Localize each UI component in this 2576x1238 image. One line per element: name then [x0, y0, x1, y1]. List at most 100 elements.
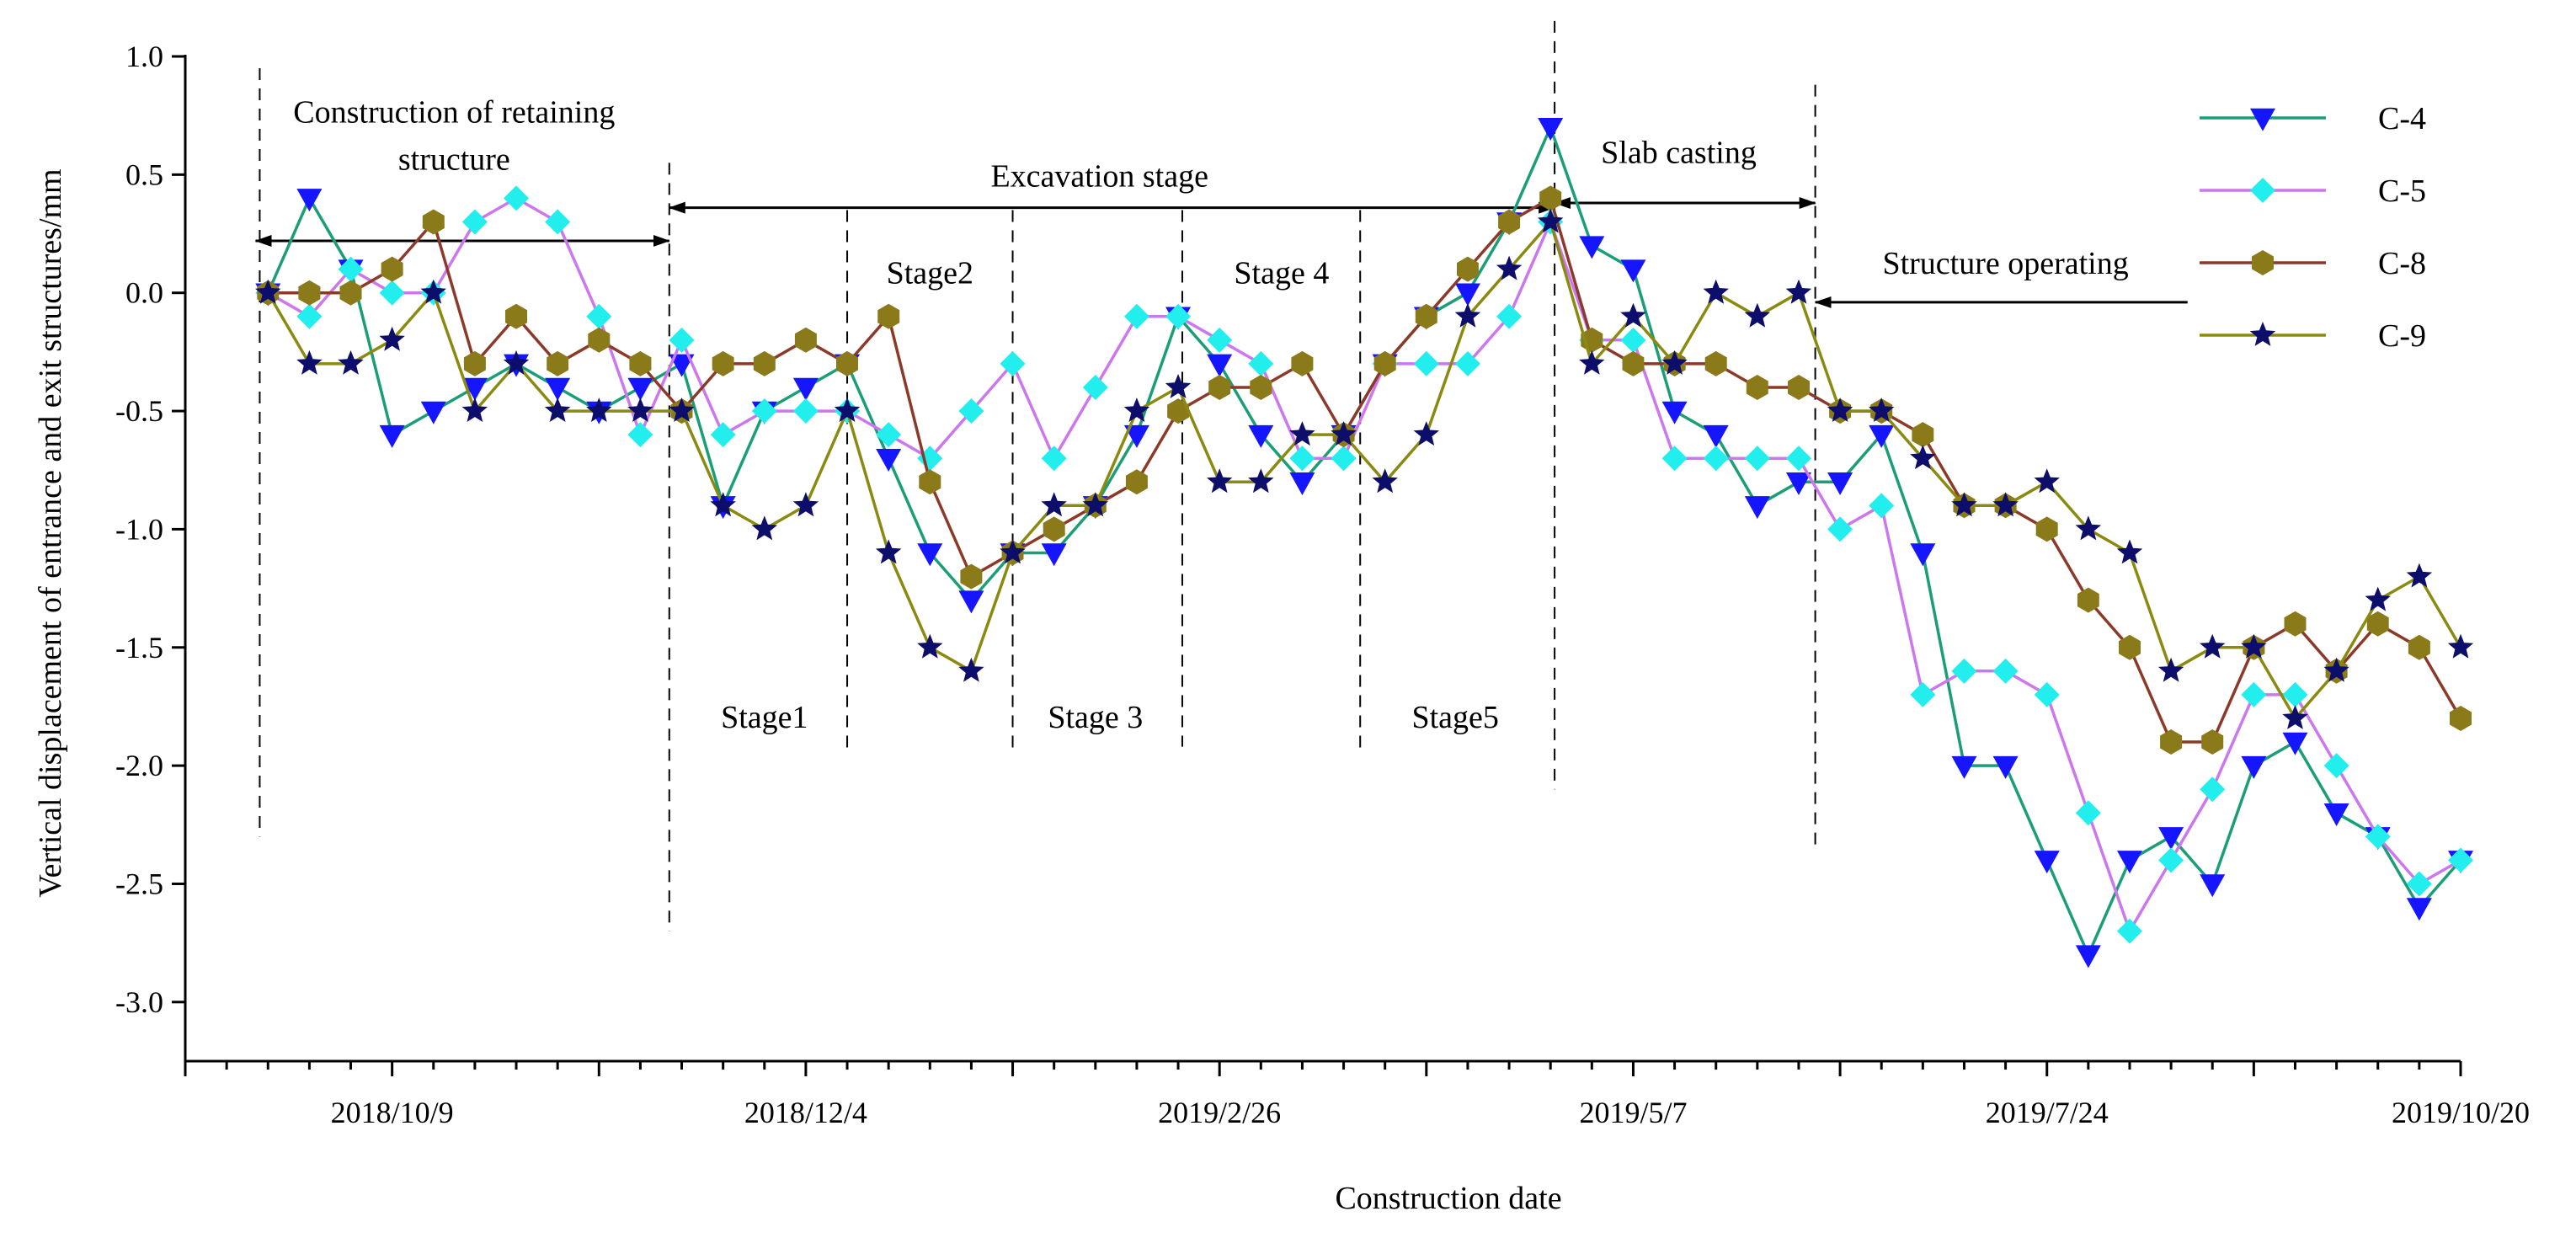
- data-point: [836, 350, 858, 376]
- data-point: [422, 209, 445, 235]
- series-line: [268, 196, 2462, 744]
- data-point: [544, 398, 571, 422]
- data-point: [1744, 446, 1770, 472]
- data-point: [1498, 209, 1521, 235]
- data-point: [1538, 117, 1564, 141]
- data-point: [1289, 472, 1315, 496]
- data-point: [1992, 658, 2019, 684]
- data-point: [379, 280, 405, 306]
- data-point: [1000, 539, 1026, 564]
- data-point: [1331, 421, 1357, 446]
- legend: C-4 C-5 C-8 C-9: [2200, 101, 2426, 354]
- legend-label: C-4: [2378, 101, 2426, 136]
- data-point: [2075, 945, 2101, 969]
- series-c-5: [255, 185, 2473, 944]
- data-point: [1661, 446, 1688, 472]
- legend-item: C-5: [2200, 173, 2426, 209]
- data-point: [1248, 424, 1274, 448]
- data-point: [2406, 871, 2432, 897]
- data-point: [2075, 800, 2101, 826]
- x-tick-label: 2018/12/4: [744, 1096, 867, 1129]
- data-point: [1744, 496, 1770, 520]
- data-point: [420, 401, 446, 424]
- data-point: [958, 398, 984, 424]
- data-point: [2250, 178, 2275, 203]
- data-point: [547, 350, 569, 376]
- data-point: [2249, 322, 2276, 346]
- data-point: [917, 543, 943, 567]
- data-point: [1041, 492, 1067, 517]
- series-c-8: [257, 185, 2472, 755]
- data-point: [1454, 350, 1480, 376]
- data-point: [1373, 350, 1396, 376]
- x-tick-label: 2019/2/26: [1158, 1096, 1281, 1129]
- data-point: [792, 492, 819, 517]
- data-point: [1123, 398, 1150, 422]
- data-point: [1413, 421, 1439, 446]
- data-point: [1165, 374, 1192, 398]
- data-point: [1785, 279, 1812, 304]
- data-point: [296, 303, 323, 329]
- data-point: [1703, 446, 1729, 472]
- series-line: [266, 125, 2462, 957]
- data-point: [2366, 611, 2389, 637]
- series-c-4: [255, 117, 2473, 969]
- data-point: [503, 350, 530, 375]
- data-point: [627, 398, 653, 422]
- y-tick-label: -2.0: [115, 749, 163, 782]
- data-point: [2282, 705, 2308, 729]
- data-point: [338, 350, 364, 375]
- data-point: [2282, 732, 2308, 755]
- data-point: [379, 424, 405, 448]
- data-point: [1869, 424, 1895, 448]
- data-point: [876, 422, 902, 448]
- x-tick-label: 2019/5/7: [1579, 1096, 1687, 1129]
- data-point: [2406, 898, 2432, 921]
- data-point: [2158, 847, 2184, 873]
- data-point: [1912, 422, 1934, 448]
- data-point: [461, 377, 488, 401]
- data-point: [2241, 681, 2267, 707]
- data-point: [1496, 303, 1523, 329]
- annotation-stage5: Stage5: [1411, 700, 1498, 735]
- data-point: [2201, 729, 2224, 755]
- data-point: [463, 350, 486, 376]
- data-point: [1207, 354, 1233, 377]
- data-point: [2406, 563, 2433, 588]
- data-point: [298, 280, 321, 306]
- data-point: [2200, 874, 2226, 898]
- y-tick-label: 0.0: [125, 276, 163, 310]
- y-tick-label: 0.5: [125, 157, 163, 191]
- data-point: [1992, 492, 2019, 517]
- data-point: [1208, 375, 1231, 400]
- legend-label: C-5: [2378, 173, 2426, 209]
- data-point: [627, 422, 653, 448]
- data-point: [1041, 446, 1067, 472]
- annotation-stage1: Stage1: [721, 700, 808, 735]
- legend-item: C-8: [2200, 246, 2426, 281]
- data-point: [255, 279, 281, 304]
- data-point: [1372, 468, 1398, 494]
- annotation-stage2: Stage2: [887, 255, 973, 291]
- data-point: [2158, 827, 2184, 851]
- data-point: [1125, 469, 1148, 495]
- annotation-excavation: Excavation stage: [990, 158, 1208, 194]
- data-point: [919, 469, 941, 495]
- x-axis-title: Construction date: [1335, 1181, 1561, 1216]
- data-point: [834, 398, 861, 422]
- data-point: [669, 327, 695, 353]
- data-point: [1704, 350, 1727, 376]
- data-point: [586, 398, 612, 422]
- data-point: [2241, 755, 2267, 779]
- data-point: [1415, 303, 1437, 329]
- data-point: [1744, 302, 1771, 328]
- series-group: [255, 117, 2474, 969]
- data-point: [1207, 468, 1233, 494]
- data-point: [2282, 681, 2308, 707]
- data-point: [1082, 492, 1108, 517]
- y-axis-title: Vertical displacement of entrance and ex…: [33, 168, 68, 897]
- data-point: [2075, 515, 2102, 541]
- data-point: [338, 256, 364, 282]
- data-point: [877, 303, 900, 329]
- data-point: [1620, 302, 1646, 328]
